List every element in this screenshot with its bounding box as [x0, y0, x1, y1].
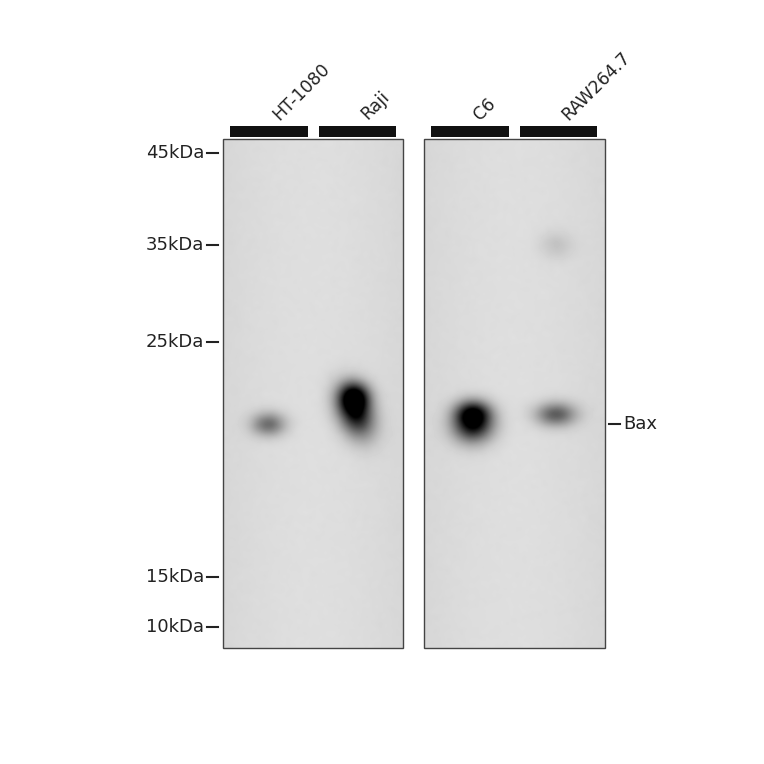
Bar — [520, 126, 597, 137]
Text: 45kDa: 45kDa — [146, 144, 205, 163]
Text: Bax: Bax — [623, 415, 658, 433]
Bar — [319, 126, 397, 137]
Bar — [432, 126, 509, 137]
Bar — [230, 126, 308, 137]
Text: RAW264.7: RAW264.7 — [558, 48, 634, 124]
Text: 10kDa: 10kDa — [147, 618, 205, 636]
Text: 15kDa: 15kDa — [146, 568, 205, 586]
Text: C6: C6 — [470, 94, 500, 124]
Text: Raji: Raji — [358, 88, 393, 124]
Text: 35kDa: 35kDa — [146, 235, 205, 254]
Bar — [223, 139, 403, 648]
Text: HT-1080: HT-1080 — [269, 60, 333, 124]
Text: 25kDa: 25kDa — [146, 332, 205, 351]
Bar — [424, 139, 605, 648]
